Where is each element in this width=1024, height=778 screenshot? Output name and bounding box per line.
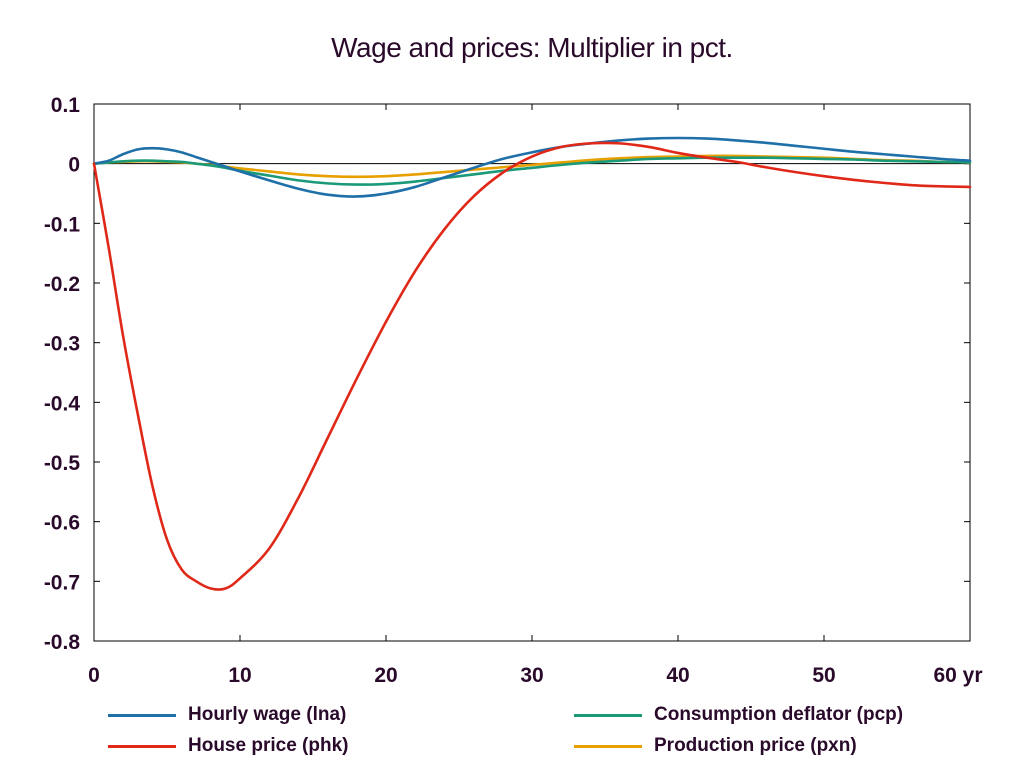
y-tick-label: -0.2: [44, 273, 80, 296]
x-tick-label: 20: [374, 664, 397, 687]
chart-title: Wage and prices: Multiplier in pct.: [331, 32, 733, 63]
series-line-consumption-deflator: [92, 156, 972, 186]
plot-frame: [93, 103, 971, 642]
x-tick-label: 30: [520, 664, 543, 687]
y-tick-label: -0.1: [44, 213, 81, 236]
y-tick-label: -0.8: [44, 631, 81, 654]
x-tick-label: 50: [812, 664, 835, 687]
y-tick-label: -0.3: [44, 333, 80, 356]
x-tick-label: 40: [666, 664, 689, 687]
series-line-house-price: [92, 141, 972, 591]
y-tick-label: -0.6: [44, 512, 80, 535]
axes: [93, 103, 971, 642]
y-tick-label: -0.5: [44, 452, 81, 475]
tick-labels: 0.1 0 -0.1 -0.2 -0.3 -0.4 -0.5 -0.6 -0.7 -0.8 0 10 2…: [44, 94, 983, 687]
x-tick-label: 60 yr: [933, 664, 982, 687]
y-tick-label: -0.4: [44, 392, 81, 415]
series-lines: [92, 136, 972, 591]
series-line-hourly-wage: [92, 136, 972, 198]
x-tick-label: 10: [228, 664, 251, 687]
x-tick-label: 0: [88, 664, 100, 687]
y-tick-label: 0.1: [51, 94, 81, 117]
y-tick-label: 0: [68, 154, 80, 177]
y-tick-label: -0.7: [44, 571, 80, 594]
